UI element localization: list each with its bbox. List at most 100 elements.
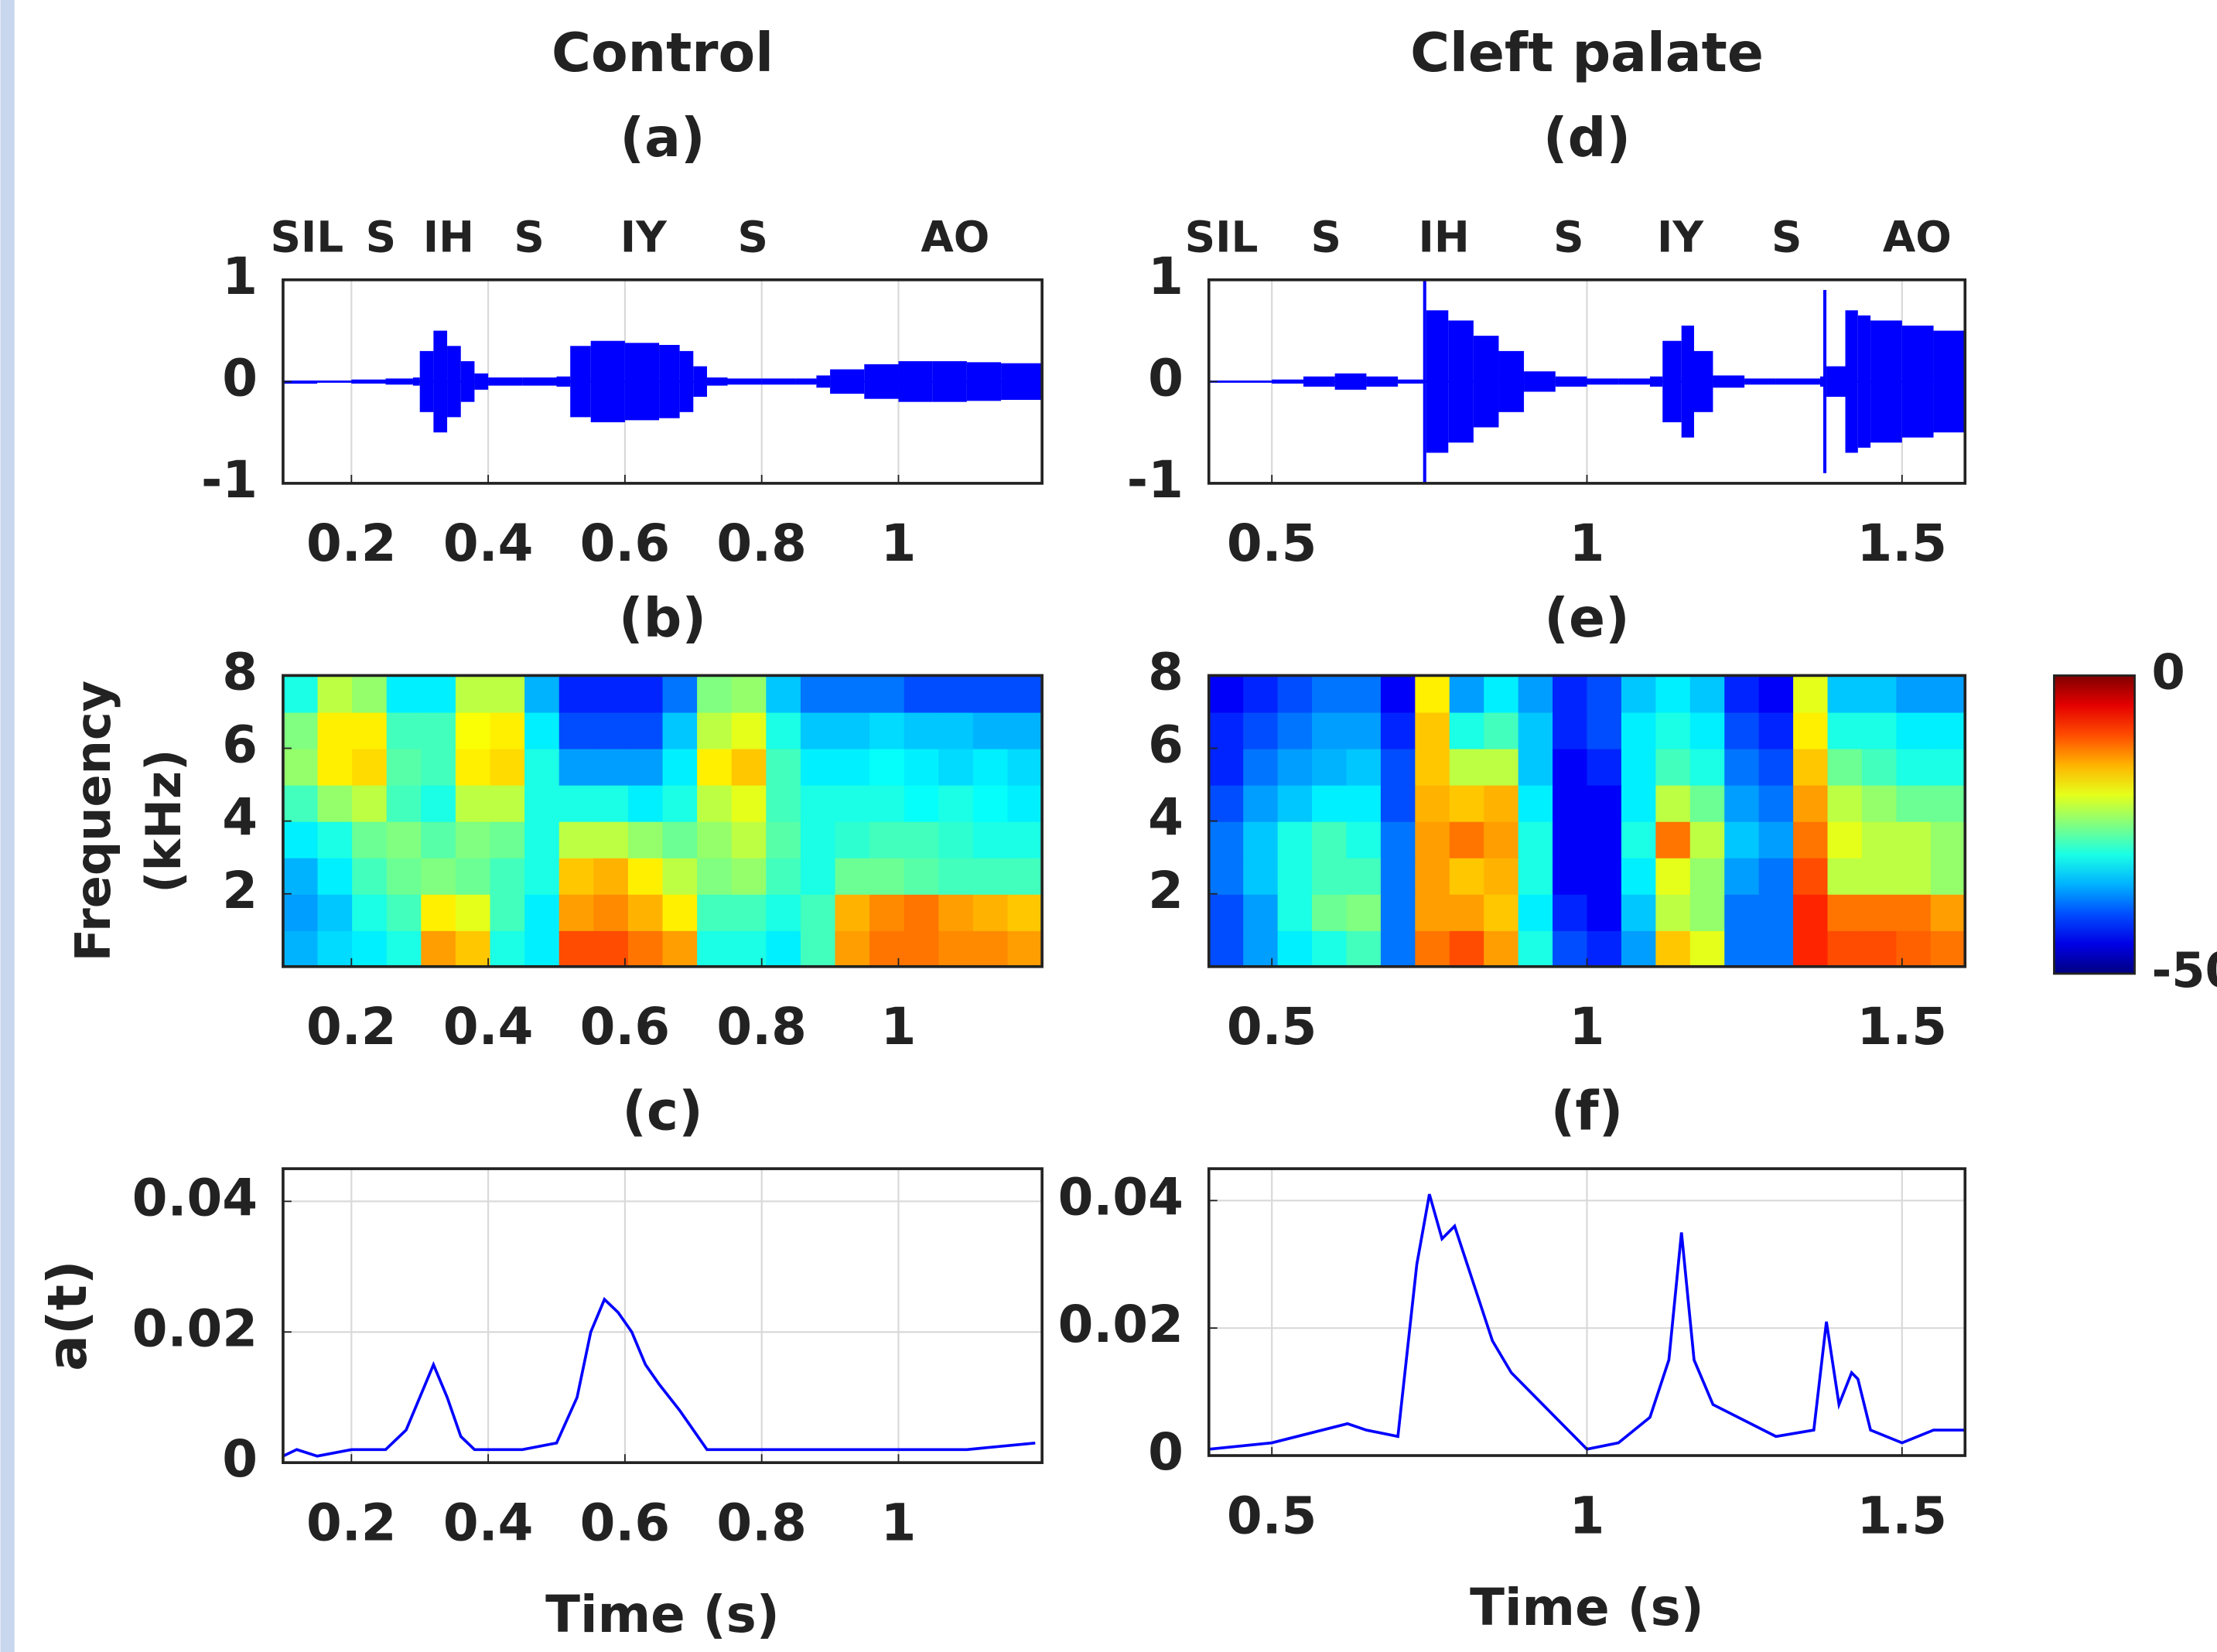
spectrogram-cell xyxy=(662,712,699,749)
spectrogram-cell xyxy=(1007,930,1043,967)
spectrogram-cell xyxy=(1827,893,1863,931)
phone-label: IY xyxy=(620,213,668,262)
spectrogram-cell xyxy=(627,675,664,713)
colorbar xyxy=(2053,674,2136,975)
spectrogram-cell xyxy=(317,857,354,895)
spectrogram-cell xyxy=(800,821,836,858)
spectrogram-cell xyxy=(1007,821,1043,858)
spectrogram-cell xyxy=(1793,930,1829,967)
spectrogram-cell xyxy=(731,893,767,931)
spectrogram-cell xyxy=(1518,821,1554,858)
spectrogram-cell xyxy=(662,930,699,967)
waveform-envelope xyxy=(1448,320,1474,443)
spectrogram-cell xyxy=(559,857,595,895)
spectrogram-cell xyxy=(1896,748,1932,786)
spectrogram-cell xyxy=(282,930,319,967)
x-tick-label: 0.4 xyxy=(443,1493,534,1552)
spectrogram-cell xyxy=(1930,748,1966,786)
y-tick-label: 4 xyxy=(1148,788,1184,848)
spectrogram-cell xyxy=(972,748,1009,786)
plot-area xyxy=(1208,279,1966,483)
spectrogram-cell xyxy=(1553,893,1588,931)
y-tick-label: -1 xyxy=(201,450,258,510)
spectrogram-cell xyxy=(455,893,491,931)
spectrogram-cell xyxy=(869,930,905,967)
spectrogram-cell xyxy=(455,821,491,858)
spectrogram-cell xyxy=(1007,784,1043,822)
waveform-envelope xyxy=(1901,325,1934,438)
y-tick-label: 1 xyxy=(1148,247,1184,306)
waveform-envelope xyxy=(460,361,475,402)
spectrogram-cell xyxy=(593,712,630,749)
spectrogram-cell xyxy=(869,712,905,749)
spectrogram-cell xyxy=(421,893,457,931)
spectrogram-cell xyxy=(766,893,802,931)
spectrogram-cell xyxy=(1758,675,1795,713)
spectrogram-cell xyxy=(1758,784,1795,822)
spectrogram-cell xyxy=(1312,712,1348,749)
waveform-envelope xyxy=(1822,289,1827,473)
x-tick-label: 0.5 xyxy=(1227,1486,1317,1545)
spectrogram-cell xyxy=(1587,712,1623,749)
spectrogram-cell xyxy=(972,675,1009,713)
spectrogram-cell xyxy=(1449,712,1485,749)
spectrogram-cell xyxy=(524,857,560,895)
spectrogram-cell xyxy=(282,857,319,895)
panel-label: (f) xyxy=(1551,1081,1624,1143)
spectrogram-cell xyxy=(627,821,664,858)
y-tick-label: 6 xyxy=(1148,715,1184,775)
spectrogram-cell xyxy=(904,821,940,858)
waveform-envelope xyxy=(1473,336,1499,428)
spectrogram-cell xyxy=(1827,930,1863,967)
spectrogram-cell xyxy=(1827,675,1863,713)
spectrogram-cell xyxy=(421,675,457,713)
spectrogram-cell xyxy=(352,893,388,931)
spectrogram-cell xyxy=(938,748,975,786)
spectrogram-cell xyxy=(1689,675,1726,713)
spectrogram-cell xyxy=(1243,784,1279,822)
spectrogram-cell xyxy=(1587,930,1623,967)
spectrogram-cell xyxy=(386,748,422,786)
spectrogram-cell xyxy=(1655,930,1691,967)
spectrogram-cell xyxy=(1518,712,1554,749)
spectrogram-cell xyxy=(904,930,940,967)
waveform-envelope xyxy=(1775,378,1820,385)
spectrogram-cell xyxy=(317,784,354,822)
spectrogram-cell xyxy=(1380,784,1416,822)
spectrogram-cell xyxy=(282,893,319,931)
spectrogram-cell xyxy=(490,857,526,895)
spectrogram-cell xyxy=(1449,784,1485,822)
spectrogram-cell xyxy=(800,675,836,713)
spectrogram-cell xyxy=(1346,712,1382,749)
spectrogram-cell xyxy=(1449,930,1485,967)
spectrogram-cell xyxy=(1724,748,1760,786)
spectrogram-cell xyxy=(1243,748,1279,786)
spectrogram-cell xyxy=(386,893,422,931)
spectrogram-cell xyxy=(1380,857,1416,895)
spectrogram-cell xyxy=(1793,821,1829,858)
waveform-envelope xyxy=(570,346,591,418)
spectrogram-cell xyxy=(421,821,457,858)
spectrogram-cell xyxy=(1724,821,1760,858)
spectrogram-cell xyxy=(1277,930,1313,967)
spectrogram-cell xyxy=(1930,930,1966,967)
spectrogram-cell xyxy=(1758,893,1795,931)
spectrogram-cell xyxy=(1758,821,1795,858)
spectrogram-cell xyxy=(835,821,871,858)
spectrogram-cell xyxy=(1518,893,1554,931)
spectrogram-cell xyxy=(352,748,388,786)
spectrogram-cell xyxy=(1793,893,1829,931)
spectrogram-cell xyxy=(593,930,630,967)
spectrogram-cell xyxy=(1449,675,1485,713)
spectrogram-cell xyxy=(1896,893,1932,931)
spectrogram-cell xyxy=(1724,712,1760,749)
waveform-envelope xyxy=(1001,363,1043,401)
spectrogram-cell xyxy=(1724,675,1760,713)
y-tick-label: 2 xyxy=(1148,861,1184,920)
spectrogram-cell xyxy=(490,712,526,749)
spectrogram-cell xyxy=(490,821,526,858)
waveform-envelope xyxy=(1845,310,1858,453)
waveform-envelope xyxy=(1334,373,1367,390)
spectrogram-cell xyxy=(1793,784,1829,822)
spectrogram-cell xyxy=(317,930,354,967)
